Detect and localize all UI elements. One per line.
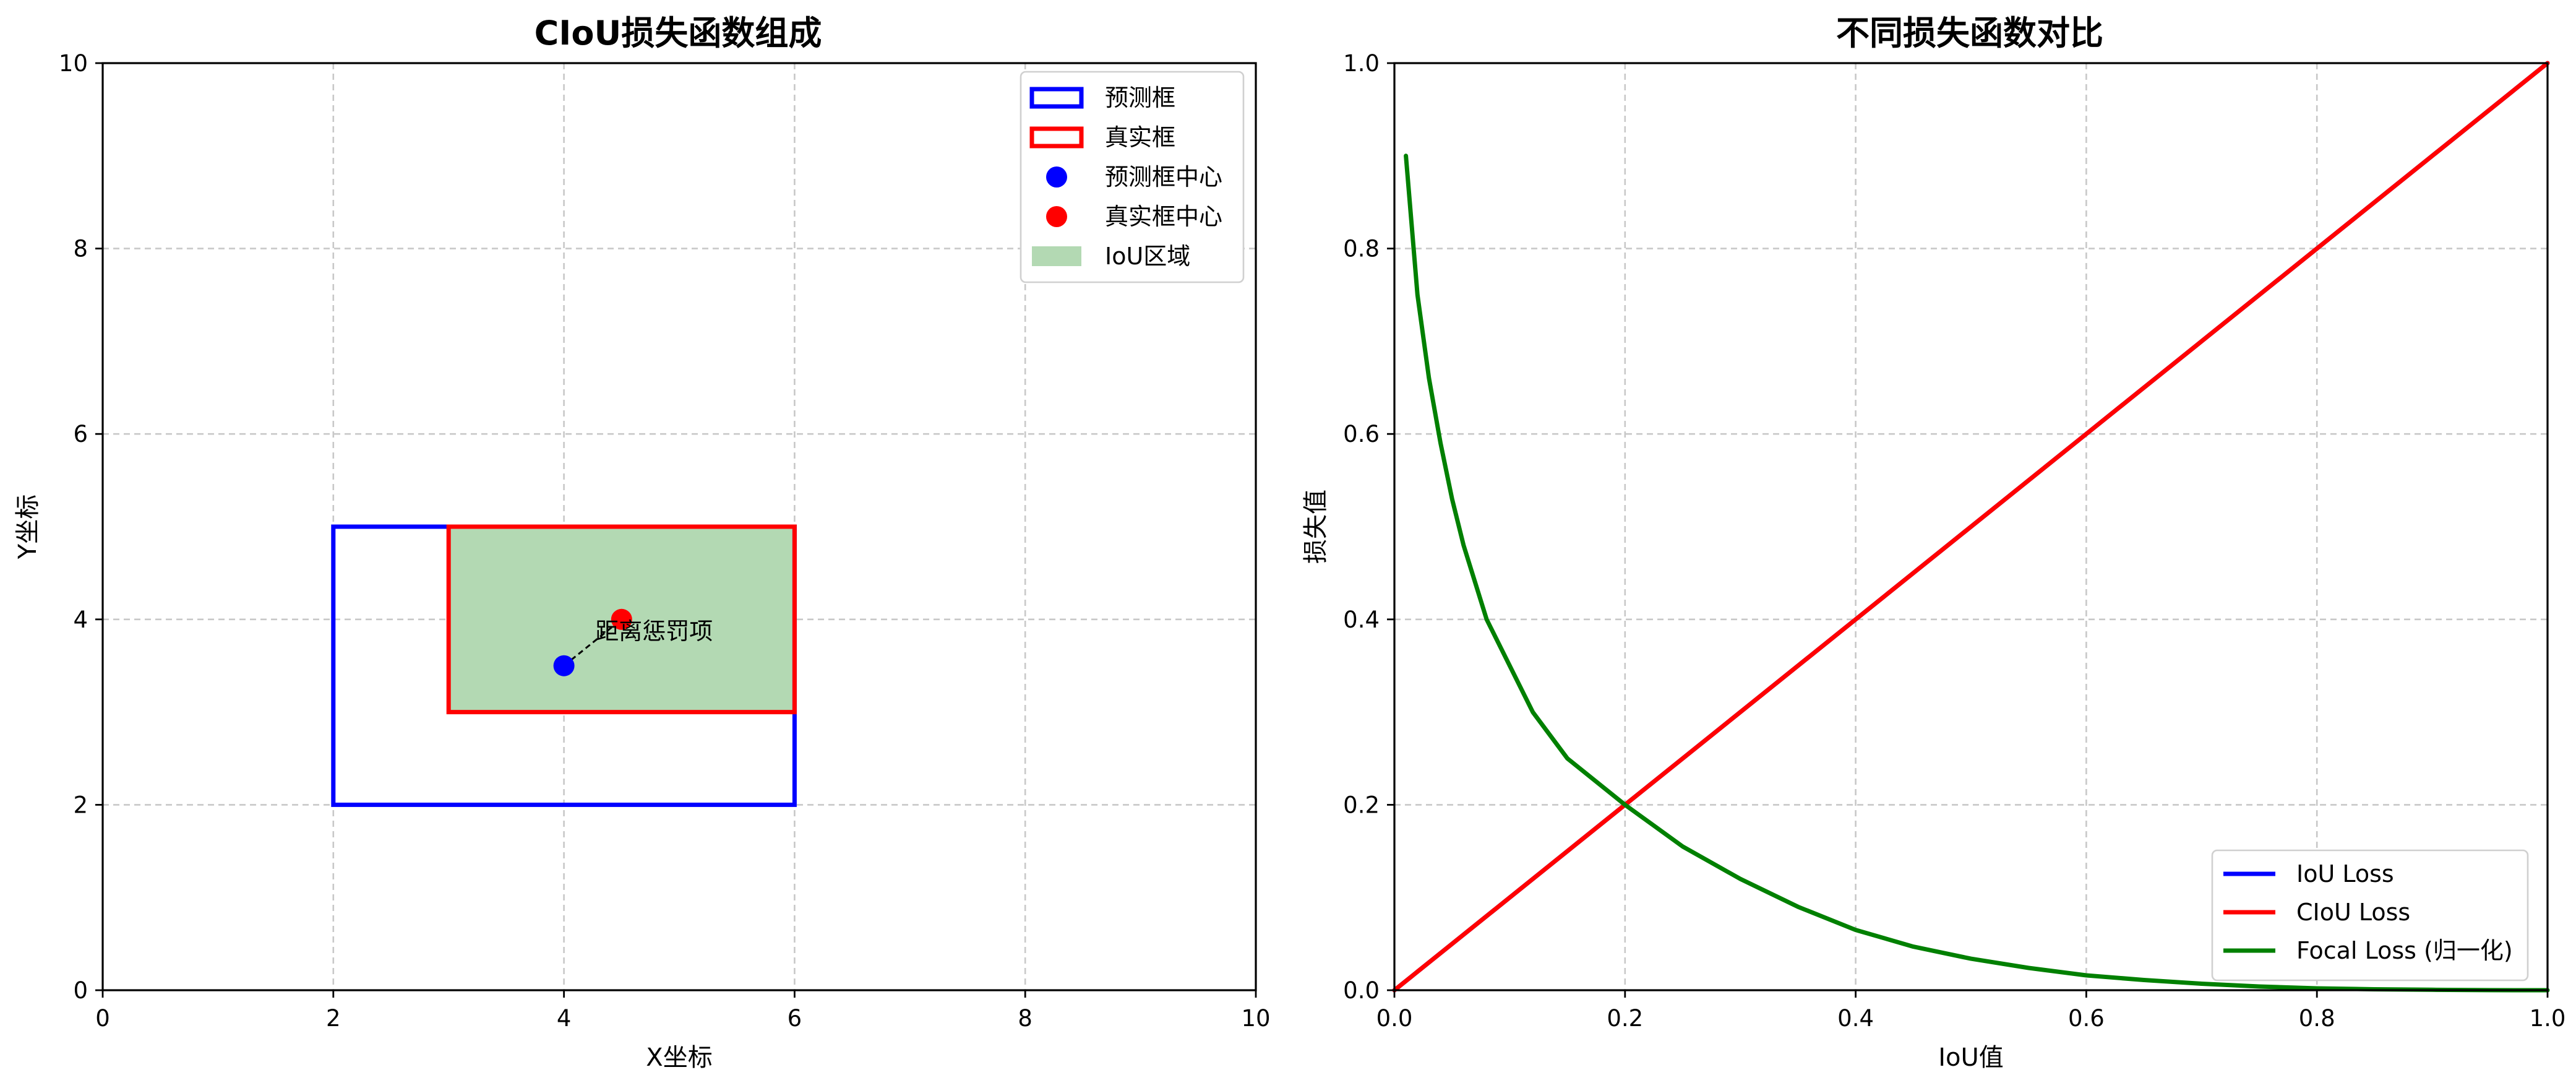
x-tick-label: 0.6 (2068, 1005, 2105, 1032)
y-tick-label: 0.8 (1343, 236, 1380, 262)
x-tick-label: 2 (326, 1005, 341, 1032)
y-tick-label: 1.0 (1343, 50, 1380, 77)
right-chart-title: 不同损失函数对比 (1836, 14, 2103, 53)
distance-penalty-line (563, 618, 622, 667)
legend-label-4: IoU区域 (1105, 243, 1190, 270)
legend-patch-4 (1032, 246, 1081, 266)
x-tick-label: 10 (1241, 1005, 1270, 1032)
x-tick-label: 0.0 (1376, 1005, 1413, 1032)
left-axes-frame (101, 62, 1257, 991)
left-ticks: 0 2 4 6 8 10 0 2 4 6 8 10 (59, 50, 1271, 1032)
y-tick-label: 8 (73, 236, 88, 262)
legend-label-3: 真实框中心 (1105, 203, 1222, 230)
right-plot-marks (1392, 61, 2550, 993)
right-legend: IoU Loss CIoU Loss Focal Loss (归一化) (2211, 849, 2529, 982)
right-axes-frame (1393, 62, 2549, 991)
y-tick-label: 0.6 (1343, 421, 1380, 447)
y-tick-label: 6 (73, 421, 88, 447)
loss-comparison-panel: 不同损失函数对比 0.0 0.2 0.4 0.6 0.8 1.00.00.20.40.60… (1302, 14, 2565, 1072)
distance-penalty-annotation: 距离惩罚项 (595, 618, 713, 645)
y-tick-label: 2 (73, 792, 88, 818)
legend-swatch-1 (1029, 126, 1084, 149)
left-x-axis-label: X坐标 (646, 1043, 712, 1072)
legend-label-1: CIoU Loss (2296, 899, 2410, 926)
left-y-axis-label: Y坐标 (14, 494, 42, 559)
right-y-axis-label: 损失值 (1302, 490, 1330, 564)
legend-swatch-0 (1029, 87, 1084, 109)
right-grid (1394, 63, 2548, 990)
predicted-center-point (553, 655, 575, 676)
x-tick-label: 6 (788, 1005, 802, 1032)
x-tick-label: 4 (557, 1005, 572, 1032)
x-tick-label: 0.4 (1837, 1005, 1874, 1032)
legend-marker-3 (1046, 206, 1067, 227)
legend-label-0: 预测框 (1105, 84, 1175, 111)
right-ticks: 0.0 0.2 0.4 0.6 0.8 1.0 0.0 0.2 0.4 0.6 0.8 1.0 (1343, 50, 2565, 1032)
legend-label-1: 真实框 (1105, 124, 1175, 151)
x-tick-label: 0.2 (1607, 1005, 1643, 1032)
y-tick-label: 0.0 (1343, 977, 1380, 1004)
y-tick-label: 4 (73, 607, 88, 633)
true-box (446, 524, 797, 715)
legend-label-0: IoU Loss (2296, 860, 2394, 887)
y-tick-label: 10 (59, 50, 88, 77)
y-tick-label: 0.2 (1343, 792, 1380, 818)
legend-marker-2 (1046, 166, 1067, 188)
true-center-point (611, 608, 632, 630)
x-tick-label: 1.0 (2530, 1005, 2566, 1032)
left-plot-marks: 距离惩罚项 (331, 524, 797, 807)
right-legend-box (2211, 849, 2529, 982)
left-chart-title: CIoU损失函数组成 (535, 14, 822, 53)
legend-label-2: 预测框中心 (1105, 163, 1222, 191)
series-line-2 (1404, 153, 2550, 993)
right-x-axis-label: IoU值 (1938, 1043, 2004, 1072)
x-tick-label: 0 (95, 1005, 110, 1032)
x-tick-label: 8 (1018, 1005, 1033, 1032)
left-legend-box (1020, 71, 1245, 283)
series-line-1 (1392, 61, 2550, 993)
x-tick-label: 0.8 (2299, 1005, 2335, 1032)
legend-label-2: Focal Loss (归一化) (2296, 937, 2513, 964)
y-tick-label: 0.4 (1343, 607, 1380, 633)
y-tick-label: 0 (73, 977, 88, 1004)
